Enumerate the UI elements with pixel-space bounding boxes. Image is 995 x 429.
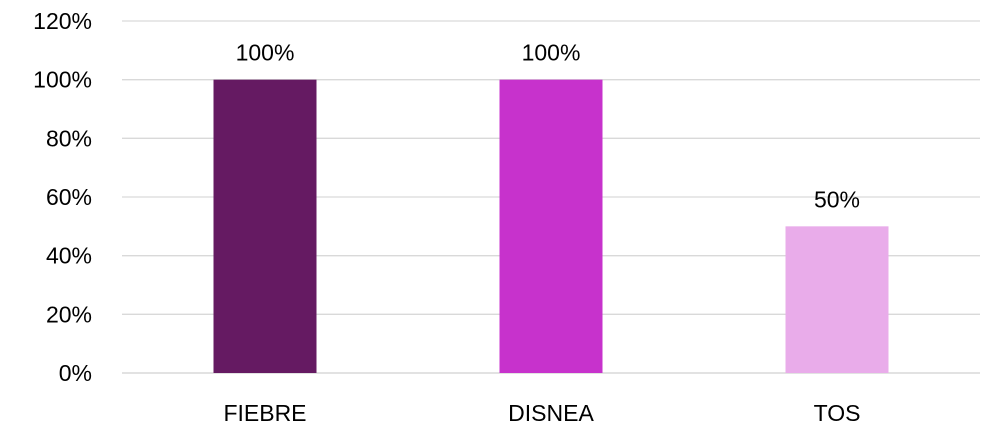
- y-tick-label: 60%: [46, 184, 92, 210]
- y-tick-label: 100%: [33, 67, 92, 93]
- y-tick-label: 20%: [46, 301, 92, 327]
- x-axis-labels: FIEBRE DISNEA TOS: [223, 400, 860, 426]
- bar-tos: [785, 226, 889, 373]
- x-tick-label-fiebre: FIEBRE: [223, 400, 306, 426]
- data-label-fiebre: 100%: [236, 40, 295, 66]
- x-tick-label-disnea: DISNEA: [508, 400, 594, 426]
- data-labels: 100% 100% 50%: [236, 40, 860, 213]
- y-tick-label: 120%: [33, 8, 92, 34]
- bar-fiebre: [213, 79, 317, 374]
- data-label-disnea: 100%: [522, 40, 581, 66]
- bar-disnea: [499, 79, 603, 374]
- data-label-tos: 50%: [814, 186, 860, 212]
- y-tick-label: 40%: [46, 243, 92, 269]
- y-axis-ticks: 0% 20% 40% 60% 80% 100% 120%: [33, 8, 92, 386]
- x-tick-label-tos: TOS: [814, 400, 861, 426]
- bars: [213, 79, 889, 374]
- y-tick-label: 0%: [59, 360, 92, 386]
- y-tick-label: 80%: [46, 125, 92, 151]
